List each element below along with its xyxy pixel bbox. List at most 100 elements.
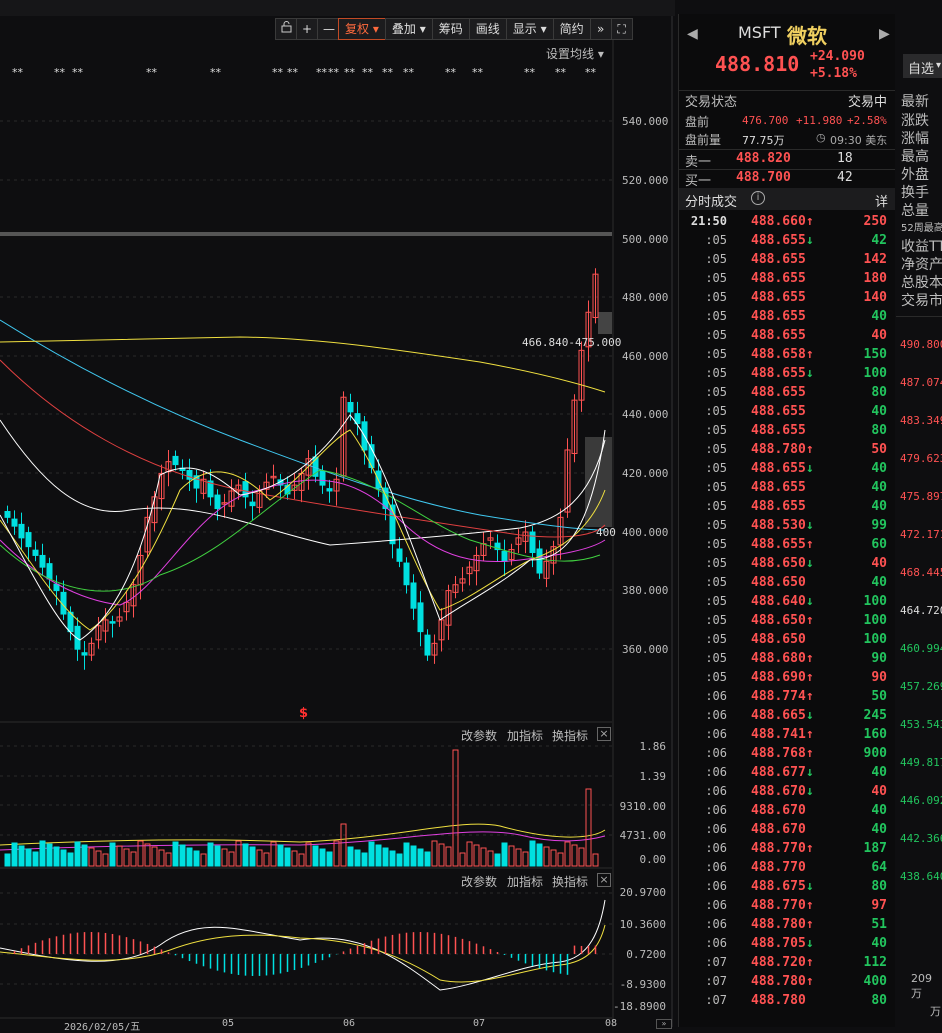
volume-tick-label: 0.00	[639, 853, 667, 866]
tick-time: :06	[705, 727, 727, 741]
candle-body	[214, 494, 221, 510]
candle-body	[305, 458, 312, 476]
volume-bar	[39, 840, 46, 867]
volume-bar	[291, 850, 298, 867]
kline-chart-svg[interactable]: ** ** ** ** ** ** ** ** ** ** ** ** ** ** ** ** ** **	[0, 0, 675, 1027]
candle-body	[543, 560, 550, 579]
volume-bar	[158, 849, 165, 867]
tick-price: 488.660	[751, 214, 806, 229]
candle-body	[452, 584, 459, 593]
tick-price: 488.655	[751, 537, 806, 552]
side-price-level: 442.366	[900, 832, 942, 845]
zoom-out-button[interactable]: —	[317, 18, 339, 40]
tick-row: :05 488.655 ↑ 60	[679, 537, 895, 556]
tick-time: :05	[705, 328, 727, 342]
fuquan-dropdown[interactable]: 复权 ▾	[338, 18, 386, 40]
volume-ma-line	[0, 823, 606, 846]
volume-bar	[116, 845, 123, 867]
side-price-level: 472.171	[900, 528, 942, 541]
dropdown-caret-icon: ▾	[936, 60, 942, 71]
info-icon[interactable]: i	[751, 191, 765, 205]
lock-icon[interactable]	[275, 18, 297, 40]
close-volume-panel-icon[interactable]: ×	[597, 727, 611, 741]
side-stat-label: 总量	[901, 203, 929, 219]
fast-forward-icon[interactable]: »	[589, 18, 612, 40]
simple-mode-button[interactable]: 简约	[552, 18, 591, 40]
volume-bar	[333, 840, 340, 867]
tick-volume: 40	[871, 803, 887, 818]
price-tick-label: 400.000	[622, 526, 669, 539]
candle-body	[494, 542, 501, 551]
tick-time: :06	[705, 784, 727, 798]
volume-bar	[109, 842, 116, 867]
tick-price: 488.675	[751, 879, 806, 894]
arrow-up-icon: ↑	[806, 214, 814, 229]
expand-icon[interactable]: ⛶	[610, 18, 633, 40]
candle-body	[102, 619, 109, 632]
tick-row: :05 488.655 ↓ 40	[679, 461, 895, 480]
candle-body	[11, 518, 18, 527]
volume-bar	[445, 846, 452, 867]
candle-body	[585, 311, 592, 348]
macd-panel-btn-2[interactable]: 换指标	[552, 875, 589, 889]
tick-volume: 40	[871, 461, 887, 476]
tick-price: 488.670	[751, 803, 806, 818]
candle-body	[74, 625, 81, 650]
quote-panel: ◀ ▶ MSFT 微软 488.810 +24.090 +5.18% 交易状态 …	[678, 14, 895, 1027]
display-dropdown[interactable]: 显示 ▾	[505, 18, 554, 40]
volume-panel-btn-2[interactable]: 换指标	[552, 729, 589, 743]
scroll-end-icon[interactable]: »	[656, 1019, 672, 1029]
detail-button[interactable]: 详	[875, 195, 889, 210]
tick-price: 488.655	[751, 404, 806, 419]
tick-time: :05	[705, 594, 727, 608]
price-tick-label: 460.000	[622, 350, 669, 363]
volume-bar	[515, 848, 522, 867]
chip-distribution-button[interactable]: 筹码	[431, 18, 470, 40]
clock-icon: ◷	[816, 131, 826, 144]
draw-line-button[interactable]: 画线	[468, 18, 507, 40]
side-volume-label: 209万	[911, 972, 932, 1000]
side-stat-label: 涨幅	[901, 131, 929, 147]
side-stat-label: 净资产	[901, 257, 942, 273]
mid-price-label: 400	[596, 526, 616, 539]
tick-row: :06 488.670 40	[679, 822, 895, 841]
ma-setting-button[interactable]: 设置均线 ▾	[546, 47, 604, 61]
volume-panel-btn-0[interactable]: 改参数	[461, 729, 498, 743]
volume-bar	[424, 851, 431, 867]
tick-time: :06	[705, 917, 727, 931]
ma-line-7	[0, 414, 606, 641]
watchlist-select-button[interactable]: 自选	[903, 54, 942, 78]
tick-row: :05 488.690 ↑ 90	[679, 670, 895, 689]
candle-body	[578, 349, 585, 401]
ticks-header	[679, 188, 895, 210]
dividend-marker[interactable]: $	[299, 706, 309, 721]
next-stock-icon[interactable]: ▶	[879, 26, 890, 42]
tick-volume: 40	[871, 328, 887, 343]
zoom-in-button[interactable]: +	[296, 18, 318, 40]
last-price: 488.810	[715, 52, 800, 76]
candle-body	[158, 472, 165, 500]
tick-price: 488.774	[751, 689, 806, 704]
ma-line-5	[0, 469, 601, 592]
tick-time: :05	[705, 442, 727, 456]
tick-row: :07 488.720 ↑ 112	[679, 955, 895, 974]
tick-price: 488.680	[751, 651, 806, 666]
ma-line-6	[0, 429, 606, 631]
tick-volume: 80	[871, 423, 887, 438]
tick-row: :05 488.655 140	[679, 290, 895, 309]
tick-volume: 100	[863, 594, 887, 609]
kline-chart-area[interactable]: ** ** ** ** ** ** ** ** ** ** ** ** ** ** ** ** ** ** + —…	[0, 0, 675, 1033]
volume-panel-btn-1[interactable]: 加指标	[507, 729, 544, 743]
tick-volume: 64	[871, 860, 887, 875]
close-macd-panel-icon[interactable]: ×	[597, 873, 611, 887]
tick-price: 488.655	[751, 461, 806, 476]
macd-panel-btn-1[interactable]: 加指标	[507, 875, 544, 889]
tick-time: :06	[705, 841, 727, 855]
overlay-dropdown[interactable]: 叠加 ▾	[384, 18, 433, 40]
prev-stock-icon[interactable]: ◀	[687, 26, 698, 42]
arrow-up-icon: ↑	[806, 917, 814, 932]
candle-body	[186, 469, 193, 480]
volume-bar	[347, 846, 354, 867]
macd-panel-btn-0[interactable]: 改参数	[461, 875, 498, 889]
candle-body	[403, 562, 410, 586]
